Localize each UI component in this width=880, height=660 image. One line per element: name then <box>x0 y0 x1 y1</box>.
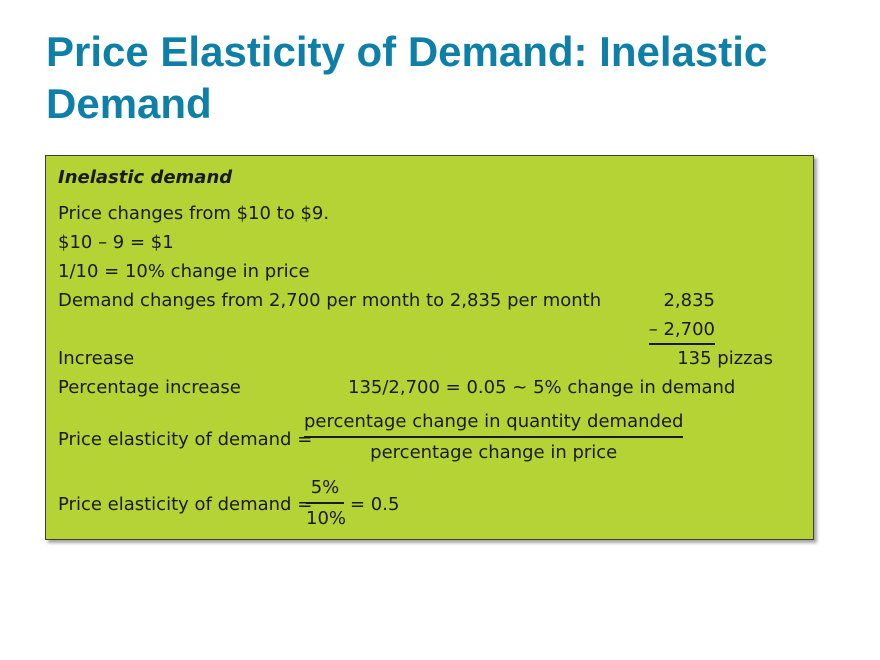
result-fraction-bar <box>306 502 344 504</box>
result-label: Price elasticity of demand = <box>58 494 313 515</box>
pct-increase-label: Percentage increase <box>58 377 241 398</box>
formula-fraction: percentage change in quantity demanded p… <box>304 411 684 464</box>
subtraction-subtrahend: – 2,700 <box>648 319 715 345</box>
result-fraction: 5% 10% <box>306 477 347 530</box>
formula-label: Price elasticity of demand = <box>58 429 313 450</box>
formula-denominator: percentage change in price <box>370 441 618 463</box>
subtraction-minuend: 2,835 <box>663 290 715 311</box>
demand-change-line: Demand changes from 2,700 per month to 2… <box>58 290 602 311</box>
page-title: Price Elasticity of Demand: Inelastic De… <box>46 28 768 127</box>
price-change-line: Price changes from $10 to $9. <box>58 203 330 224</box>
result-numerator: 5% <box>310 477 340 498</box>
inelastic-demand-box: Inelastic demand Price changes from $10 … <box>45 155 814 540</box>
formula-numerator: percentage change in quantity demanded <box>304 411 684 432</box>
formula-fraction-bar <box>304 436 684 438</box>
pct-price-line: 1/10 = 10% change in price <box>58 261 310 282</box>
result-value: = 0.5 <box>350 494 400 515</box>
subtraction-result: 135 pizzas <box>677 348 773 369</box>
result-denominator: 10% <box>306 507 347 529</box>
box-heading: Inelastic demand <box>58 167 233 188</box>
increase-label: Increase <box>58 348 135 369</box>
pct-increase-calc: 135/2,700 = 0.05 ~ 5% change in demand <box>348 377 736 398</box>
difference-line: $10 – 9 = $1 <box>58 232 174 253</box>
